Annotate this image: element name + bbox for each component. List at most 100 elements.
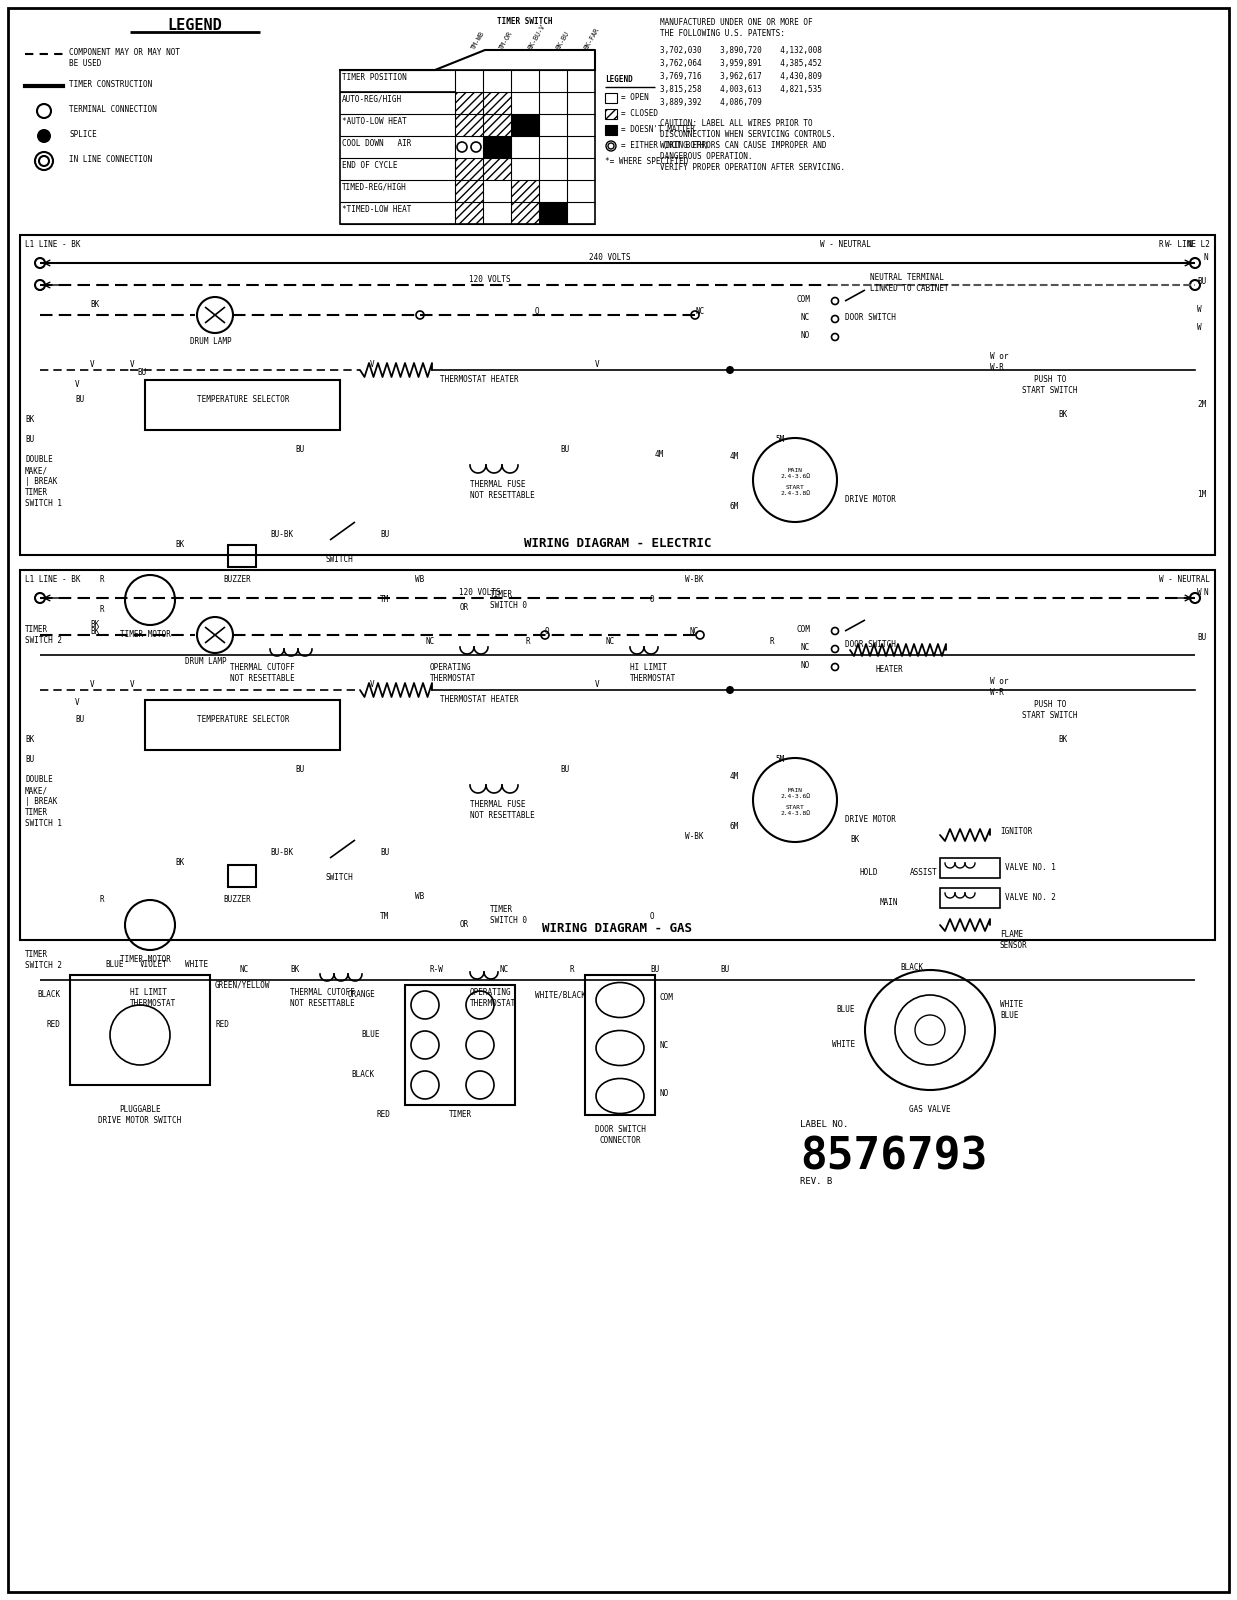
- Text: BU: BU: [137, 368, 146, 378]
- Text: BU: BU: [1197, 277, 1206, 286]
- Text: BUZZER: BUZZER: [223, 574, 251, 584]
- Text: V: V: [130, 680, 135, 690]
- Text: LABEL NO.: LABEL NO.: [800, 1120, 849, 1130]
- Bar: [145, 701, 340, 750]
- Circle shape: [416, 310, 424, 318]
- Text: BU: BU: [294, 765, 304, 774]
- Text: V: V: [370, 680, 375, 690]
- Text: GAS VALVE: GAS VALVE: [909, 1106, 951, 1114]
- Text: V: V: [75, 698, 79, 707]
- Text: 240 VOLTS: 240 VOLTS: [589, 253, 631, 262]
- Text: COOL DOWN   AIR: COOL DOWN AIR: [341, 139, 412, 149]
- Text: OPERATING
THERMOSTAT: OPERATING THERMOSTAT: [430, 662, 476, 683]
- Text: 4M: 4M: [656, 450, 664, 459]
- Text: BK: BK: [1058, 410, 1068, 419]
- Text: TIMER
SWITCH 2: TIMER SWITCH 2: [25, 626, 62, 645]
- Text: TIMER CONSTRUCTION: TIMER CONSTRUCTION: [69, 80, 152, 90]
- Bar: [511, 179, 539, 202]
- Bar: [605, 93, 617, 102]
- Text: NC: NC: [426, 637, 434, 646]
- Text: SWITCH: SWITCH: [325, 874, 353, 882]
- Bar: [940, 888, 999, 909]
- Text: DOUBLE
MAKE/
| BREAK
TIMER
SWITCH 1: DOUBLE MAKE/ | BREAK TIMER SWITCH 1: [25, 454, 62, 509]
- Bar: [455, 158, 482, 179]
- Text: BLACK: BLACK: [37, 990, 61, 998]
- Text: BU: BU: [75, 715, 84, 723]
- Text: NC: NC: [661, 1042, 669, 1050]
- Text: OR: OR: [460, 603, 469, 611]
- Bar: [20, 570, 1215, 939]
- Text: R - LINE L2: R - LINE L2: [1159, 240, 1210, 250]
- Text: N: N: [1204, 587, 1207, 597]
- Text: TERMINAL CONNECTION: TERMINAL CONNECTION: [69, 106, 157, 114]
- Text: BLUE: BLUE: [836, 1005, 855, 1014]
- Text: PUSH TO
START SWITCH: PUSH TO START SWITCH: [1022, 701, 1077, 720]
- Text: COM: COM: [797, 626, 810, 634]
- Text: O: O: [649, 912, 654, 922]
- Text: NC: NC: [695, 307, 704, 317]
- Text: HI LIMIT
THERMOSTAT: HI LIMIT THERMOSTAT: [630, 662, 677, 683]
- Text: BU: BU: [720, 965, 730, 974]
- Text: BK: BK: [174, 541, 184, 549]
- Text: W - NEUTRAL: W - NEUTRAL: [820, 240, 871, 250]
- Text: ASSIST: ASSIST: [910, 867, 938, 877]
- Text: BU: BU: [380, 848, 390, 858]
- Text: 3,762,064    3,959,891    4,385,452: 3,762,064 3,959,891 4,385,452: [661, 59, 821, 67]
- Text: RED: RED: [46, 1021, 61, 1029]
- Text: N: N: [1204, 253, 1207, 262]
- Text: DRIVE MOTOR: DRIVE MOTOR: [845, 814, 896, 824]
- Text: TIMER
SWITCH 2: TIMER SWITCH 2: [25, 950, 62, 970]
- Text: TIMER: TIMER: [449, 1110, 471, 1118]
- Text: TM: TM: [380, 595, 390, 603]
- Text: NC: NC: [800, 643, 810, 653]
- Bar: [940, 858, 999, 878]
- Text: 3,769,716    3,962,617    4,430,809: 3,769,716 3,962,617 4,430,809: [661, 72, 821, 82]
- Text: BLUE: BLUE: [105, 960, 124, 970]
- Text: OPERATING
THERMOSTAT: OPERATING THERMOSTAT: [470, 987, 516, 1008]
- Text: R: R: [100, 574, 105, 584]
- Text: V: V: [595, 680, 600, 690]
- Text: MAIN: MAIN: [880, 898, 898, 907]
- Text: WHITE: WHITE: [186, 960, 208, 970]
- Text: BLUE: BLUE: [361, 1030, 380, 1038]
- Text: THERMOSTAT HEATER: THERMOSTAT HEATER: [440, 694, 518, 704]
- Text: 4M: 4M: [730, 773, 740, 781]
- Text: R: R: [570, 965, 575, 974]
- Circle shape: [726, 686, 734, 694]
- Bar: [511, 114, 539, 136]
- Text: NC: NC: [500, 965, 510, 974]
- Text: DOOR SWITCH: DOOR SWITCH: [845, 314, 896, 322]
- Bar: [605, 125, 617, 134]
- Text: RED: RED: [215, 1021, 229, 1029]
- Text: = DOESN'T MATTER: = DOESN'T MATTER: [621, 125, 695, 134]
- Text: BU: BU: [25, 755, 35, 765]
- Text: 3,889,392    4,086,709: 3,889,392 4,086,709: [661, 98, 762, 107]
- Text: REV. B: REV. B: [800, 1178, 833, 1186]
- Circle shape: [541, 630, 549, 638]
- Text: 120 VOLTS: 120 VOLTS: [469, 275, 511, 285]
- Bar: [482, 136, 511, 158]
- Text: GREEN/YELLOW: GREEN/YELLOW: [215, 979, 271, 989]
- Text: IGNITOR: IGNITOR: [999, 827, 1033, 835]
- Text: W: W: [1165, 240, 1170, 250]
- Text: V: V: [595, 360, 600, 370]
- Bar: [585, 974, 656, 1115]
- Text: BUZZER: BUZZER: [223, 894, 251, 904]
- Text: 5M: 5M: [776, 755, 784, 765]
- Text: V: V: [130, 360, 135, 370]
- Text: CAUTION: LABEL ALL WIRES PRIOR TO
DISCONNECTION WHEN SERVICING CONTROLS.
WIRING : CAUTION: LABEL ALL WIRES PRIOR TO DISCON…: [661, 118, 845, 173]
- Text: NO: NO: [800, 661, 810, 670]
- Text: TIMER SWITCH: TIMER SWITCH: [497, 18, 553, 26]
- Text: TIMED-REG/HIGH: TIMED-REG/HIGH: [341, 182, 407, 192]
- Text: BK: BK: [850, 835, 860, 845]
- Text: 8576793: 8576793: [800, 1134, 987, 1178]
- Text: BK-BU: BK-BU: [555, 30, 570, 50]
- Text: DRIVE MOTOR: DRIVE MOTOR: [845, 494, 896, 504]
- Text: BK-BU-V: BK-BU-V: [527, 22, 547, 50]
- Text: MAIN
2.4-3.6Ω: MAIN 2.4-3.6Ω: [781, 787, 810, 800]
- Text: OR: OR: [460, 920, 469, 930]
- Circle shape: [471, 142, 481, 152]
- Text: SPLICE: SPLICE: [69, 130, 96, 139]
- Text: W-BK: W-BK: [685, 832, 704, 842]
- Bar: [511, 202, 539, 224]
